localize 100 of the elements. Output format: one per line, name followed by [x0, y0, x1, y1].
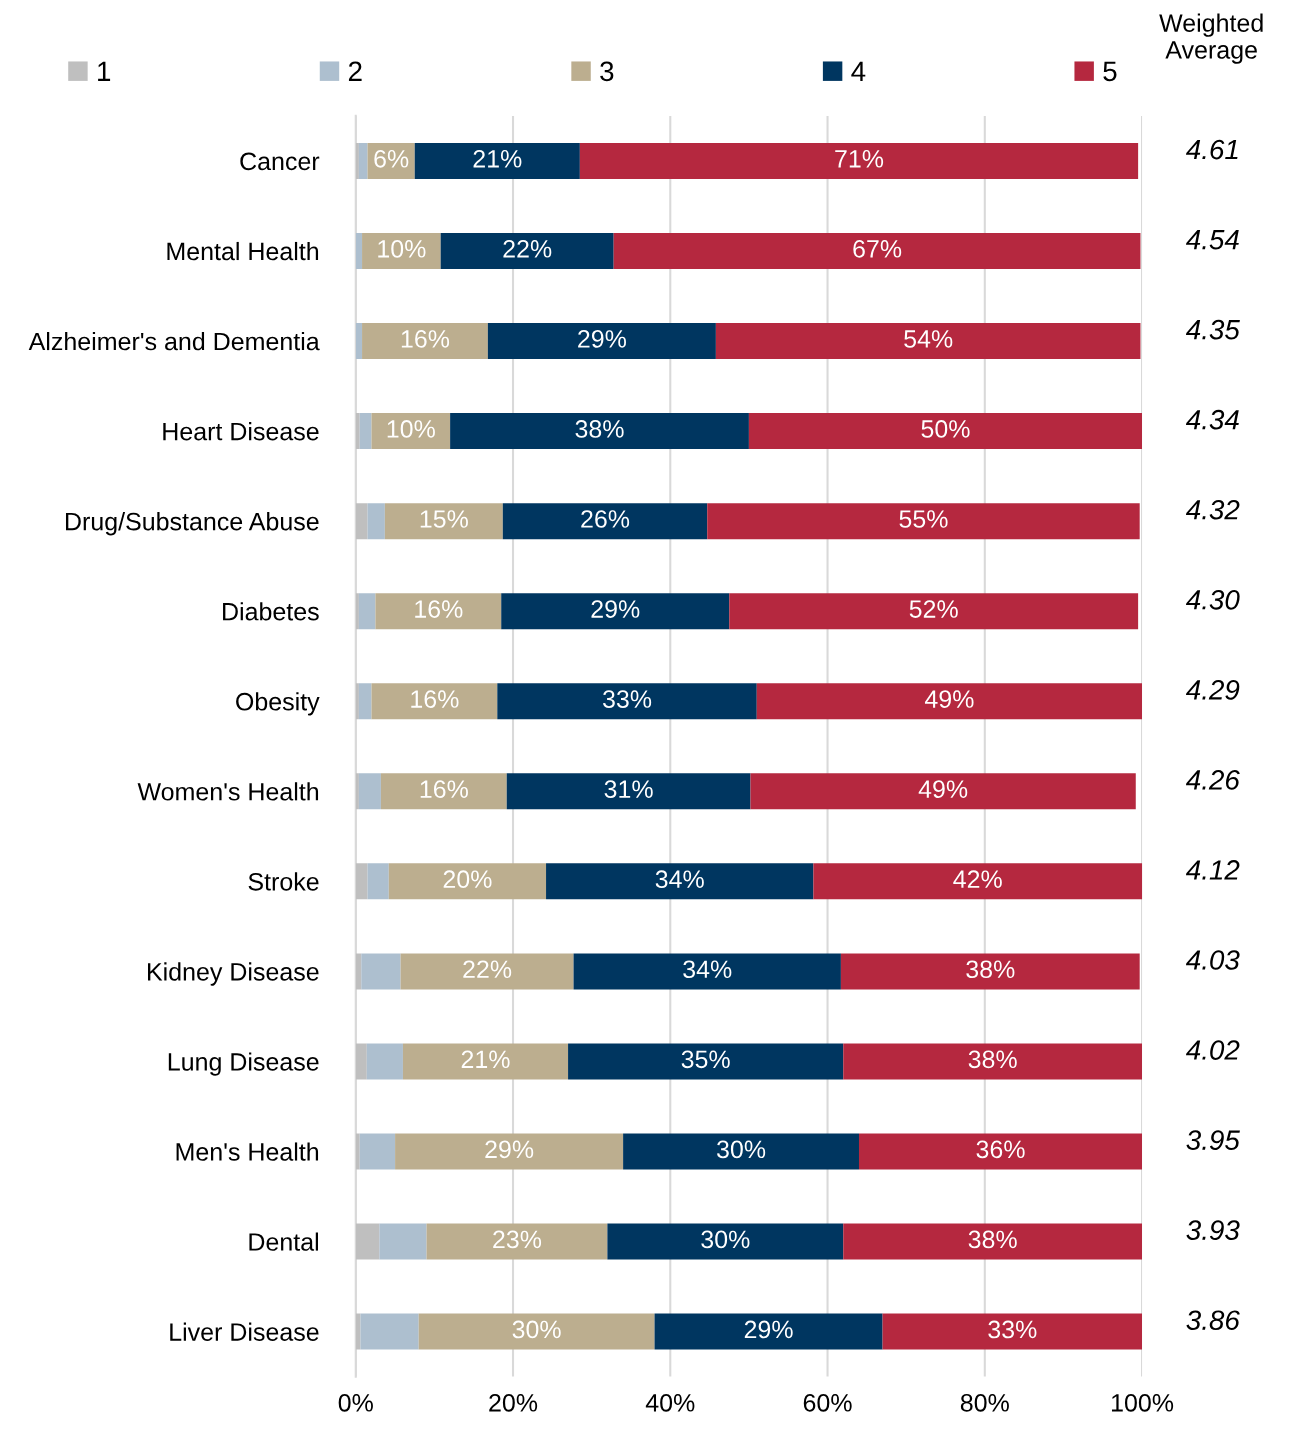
- data-label: 35%: [681, 1050, 730, 1069]
- text: 4.30: [1185, 589, 1240, 610]
- bar: [440, 232, 614, 269]
- bar: [359, 413, 372, 450]
- data-label: 52%: [909, 600, 958, 618]
- text: 4.35: [1185, 319, 1240, 340]
- bar: [355, 142, 359, 179]
- legend-label: 1: [98, 61, 111, 81]
- data-label: 16%: [411, 690, 459, 708]
- data-label: 6%: [374, 149, 409, 168]
- bar: [358, 773, 381, 810]
- bar: [380, 773, 507, 810]
- bar: [843, 1223, 1143, 1260]
- bar: [375, 593, 502, 630]
- bar: [355, 953, 362, 990]
- data-label: 22%: [463, 960, 512, 979]
- data-label: 30%: [701, 1230, 750, 1249]
- text: 4.12: [1185, 860, 1240, 880]
- bar: [371, 683, 498, 720]
- bar: [379, 1223, 427, 1260]
- bar: [355, 683, 359, 720]
- bar: [501, 593, 730, 630]
- x-tick-label: 60%: [803, 1393, 852, 1412]
- bar: [400, 953, 574, 990]
- bar: [750, 773, 1136, 810]
- bar: [355, 232, 363, 269]
- data-label: 34%: [655, 870, 704, 889]
- y-tick-label: Mental Health: [167, 241, 319, 261]
- text: 4.29: [1185, 680, 1240, 700]
- bar: [367, 863, 389, 900]
- y-tick-label: Drug/Substance Abuse: [65, 512, 319, 536]
- y-tick-label: Women's Health: [137, 782, 319, 801]
- bar: [366, 1043, 403, 1080]
- bar: [546, 863, 814, 900]
- x-tick-label: 20%: [489, 1393, 538, 1412]
- text: 4.03: [1185, 950, 1240, 970]
- bar: [882, 1313, 1143, 1350]
- bar: [715, 323, 1141, 360]
- bar: [843, 1043, 1143, 1080]
- legend-label: 5: [1103, 61, 1117, 82]
- bar: [502, 503, 708, 540]
- data-label: 54%: [904, 330, 953, 348]
- bar: [756, 683, 1143, 720]
- bar: [426, 1223, 608, 1260]
- x-tick-label: 80%: [960, 1393, 1009, 1412]
- text: 4.02: [1185, 1040, 1240, 1060]
- bar: [355, 1223, 380, 1260]
- bar: [487, 323, 716, 360]
- bar: [613, 232, 1141, 269]
- legend-label: 4: [851, 61, 866, 81]
- data-label: 38%: [966, 960, 1015, 979]
- bar: [388, 863, 547, 900]
- bar: [450, 413, 749, 450]
- bar: [654, 1313, 883, 1350]
- bar: [355, 1133, 360, 1170]
- bar: [384, 503, 503, 540]
- legend-label: 2: [348, 61, 362, 81]
- bar: [360, 1313, 419, 1350]
- data-label: 31%: [604, 780, 653, 798]
- text: 3.93: [1186, 1220, 1240, 1240]
- bar: [358, 683, 372, 720]
- legend-label: 3: [600, 61, 614, 82]
- text: 3.95: [1186, 1130, 1240, 1150]
- bar: [729, 593, 1139, 630]
- data-label: 29%: [485, 1140, 534, 1159]
- bar: [707, 503, 1140, 540]
- bar: [506, 773, 751, 810]
- data-label: 23%: [493, 1230, 542, 1249]
- data-label: 55%: [899, 510, 948, 528]
- data-label: 26%: [581, 510, 630, 528]
- bar: [358, 593, 376, 630]
- data-label: 42%: [953, 870, 1002, 888]
- data-label: 22%: [503, 240, 552, 258]
- bar: [358, 142, 368, 179]
- data-label: 16%: [420, 780, 468, 798]
- y-tick-label: Dental: [249, 1232, 318, 1251]
- bar: [840, 953, 1140, 990]
- data-label: 20%: [443, 870, 492, 889]
- bar: [362, 323, 488, 360]
- data-label: 16%: [415, 600, 463, 618]
- text: 4.34: [1185, 409, 1239, 430]
- bar: [813, 863, 1143, 900]
- data-label: 36%: [976, 1140, 1025, 1159]
- bar: [362, 232, 441, 269]
- bar: [355, 323, 363, 360]
- data-label: 49%: [918, 780, 968, 798]
- text: 3.86: [1186, 1310, 1240, 1331]
- bar: [414, 142, 580, 179]
- bar: [568, 1043, 844, 1080]
- text: 4.54: [1185, 230, 1239, 250]
- y-tick-label: Diabetes: [223, 602, 319, 621]
- y-tick-label: Stroke: [248, 872, 319, 891]
- text: 4.26: [1185, 770, 1240, 790]
- data-label: 29%: [591, 600, 640, 618]
- bar: [748, 413, 1143, 450]
- bar: [355, 863, 368, 900]
- bar: [497, 683, 757, 720]
- y-tick-label: Cancer: [240, 152, 320, 171]
- y-tick-label: Alzheimer's and Dementia: [28, 331, 320, 351]
- text: 4.32: [1185, 499, 1240, 520]
